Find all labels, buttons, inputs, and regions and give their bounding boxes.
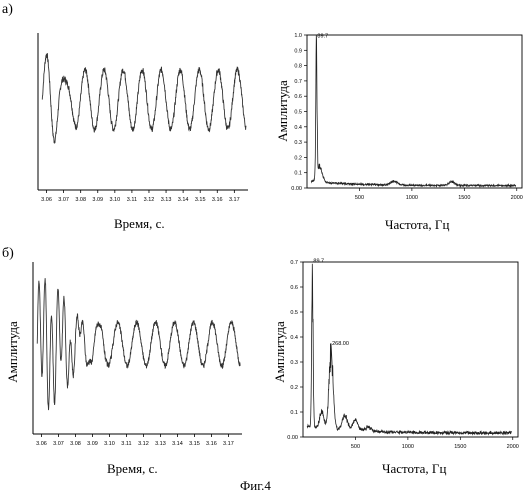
x-tick-label: 2000 bbox=[507, 444, 519, 450]
peak-label: 268.00 bbox=[332, 341, 349, 347]
spectrum-line bbox=[307, 264, 512, 435]
x-tick-label: 500 bbox=[351, 444, 360, 450]
x-tick-label: 1000 bbox=[402, 444, 414, 450]
y-tick-label: 0.5 bbox=[290, 310, 298, 316]
y-tick-label: 0.00 bbox=[287, 435, 298, 441]
y-tick-label: 0.1 bbox=[290, 410, 298, 416]
y-tick-label: 0.3 bbox=[290, 360, 298, 366]
x-tick-label: 1500 bbox=[454, 444, 466, 450]
peak-label: 89.7 bbox=[313, 259, 324, 265]
y-tick-label: 0.2 bbox=[290, 385, 298, 391]
y-tick-label: 0.4 bbox=[290, 335, 298, 341]
y-tick-label: 0.7 bbox=[290, 260, 298, 266]
plot-frame bbox=[303, 262, 518, 437]
y-tick-label: 0.6 bbox=[290, 285, 298, 291]
